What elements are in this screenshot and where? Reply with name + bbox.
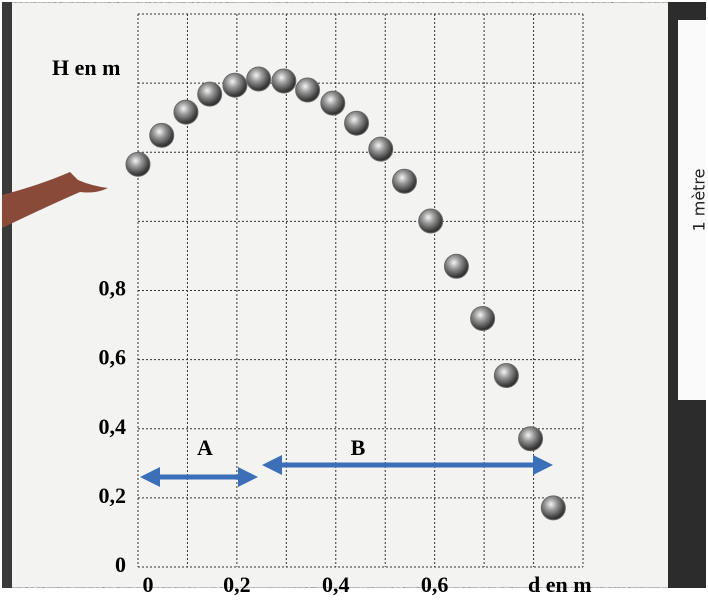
photo (1, 1, 707, 589)
ball (271, 68, 297, 94)
ball (443, 253, 469, 279)
y-tick-label: 0,2 (99, 483, 127, 508)
x-tick-label: 0 (143, 572, 154, 597)
ball (197, 81, 223, 107)
grid (137, 13, 584, 568)
x-tick-label: 0,2 (223, 572, 251, 597)
arrow-head (238, 467, 258, 487)
ball (320, 90, 346, 116)
ball (344, 110, 370, 136)
ball (518, 426, 544, 452)
arrow-head (140, 467, 160, 487)
arrow-head (533, 455, 553, 475)
ball (493, 363, 519, 389)
left-edge (2, 2, 12, 588)
ball (246, 66, 272, 92)
ball (295, 77, 321, 103)
y-tick-label: 0,8 (99, 276, 127, 301)
annotation-a: A (197, 435, 213, 460)
ball (173, 99, 199, 125)
ball (222, 72, 248, 98)
ball (418, 208, 444, 234)
arrows (140, 455, 553, 487)
y-tick-label: 0 (115, 552, 126, 577)
y-tick-label: 0,6 (99, 345, 127, 370)
ball (392, 168, 418, 194)
ball (125, 151, 151, 177)
y-axis-label: H en m (52, 55, 120, 80)
annotation-b: B (351, 435, 366, 460)
ball (540, 495, 566, 521)
x-tick-label: 0,6 (421, 572, 449, 597)
x-axis-label: d en m (528, 572, 592, 597)
hand (2, 172, 108, 228)
x-tick-label: 0,4 (322, 572, 350, 597)
ball (368, 136, 394, 162)
y-tick-label: 0,4 (99, 414, 127, 439)
ball (149, 122, 175, 148)
ruler (678, 20, 706, 400)
ruler-label: 1 mètre (690, 168, 708, 231)
arrow-head (262, 455, 282, 475)
ball (470, 305, 496, 331)
